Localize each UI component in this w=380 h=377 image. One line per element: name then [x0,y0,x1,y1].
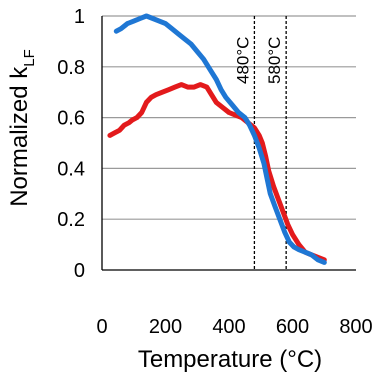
axes [102,16,356,270]
y-tick-label: 1 [74,6,85,28]
y-tick-label: 0.2 [57,209,85,231]
y-tick-label: 0.8 [57,57,85,79]
y-axis-label: Normalized kLF [6,49,38,207]
y-axis-label-subscript: LF [21,49,38,67]
x-tick-label: 400 [212,316,245,338]
y-tick-label: 0.4 [57,158,85,180]
x-tick-labels: 0 200 400 600 800 [96,316,372,338]
y-axis-label-main: Normalized k [6,66,33,207]
y-tick-label: 0 [74,260,85,282]
y-tick-label: 0.6 [57,108,85,130]
x-tick-label: 200 [149,316,182,338]
x-tick-label: 0 [96,316,107,338]
x-tick-label: 600 [276,316,309,338]
series-group [110,16,324,262]
series-line-1 [110,85,324,260]
annotation-label: 480°C [233,37,252,84]
y-tick-labels: 0 0.2 0.4 0.6 0.8 1 [57,6,85,282]
annotation-label: 580°C [265,37,284,84]
series-line-2 [116,16,324,262]
x-axis-label: Temperature (°C) [138,346,322,373]
x-tick-label: 800 [339,316,372,338]
